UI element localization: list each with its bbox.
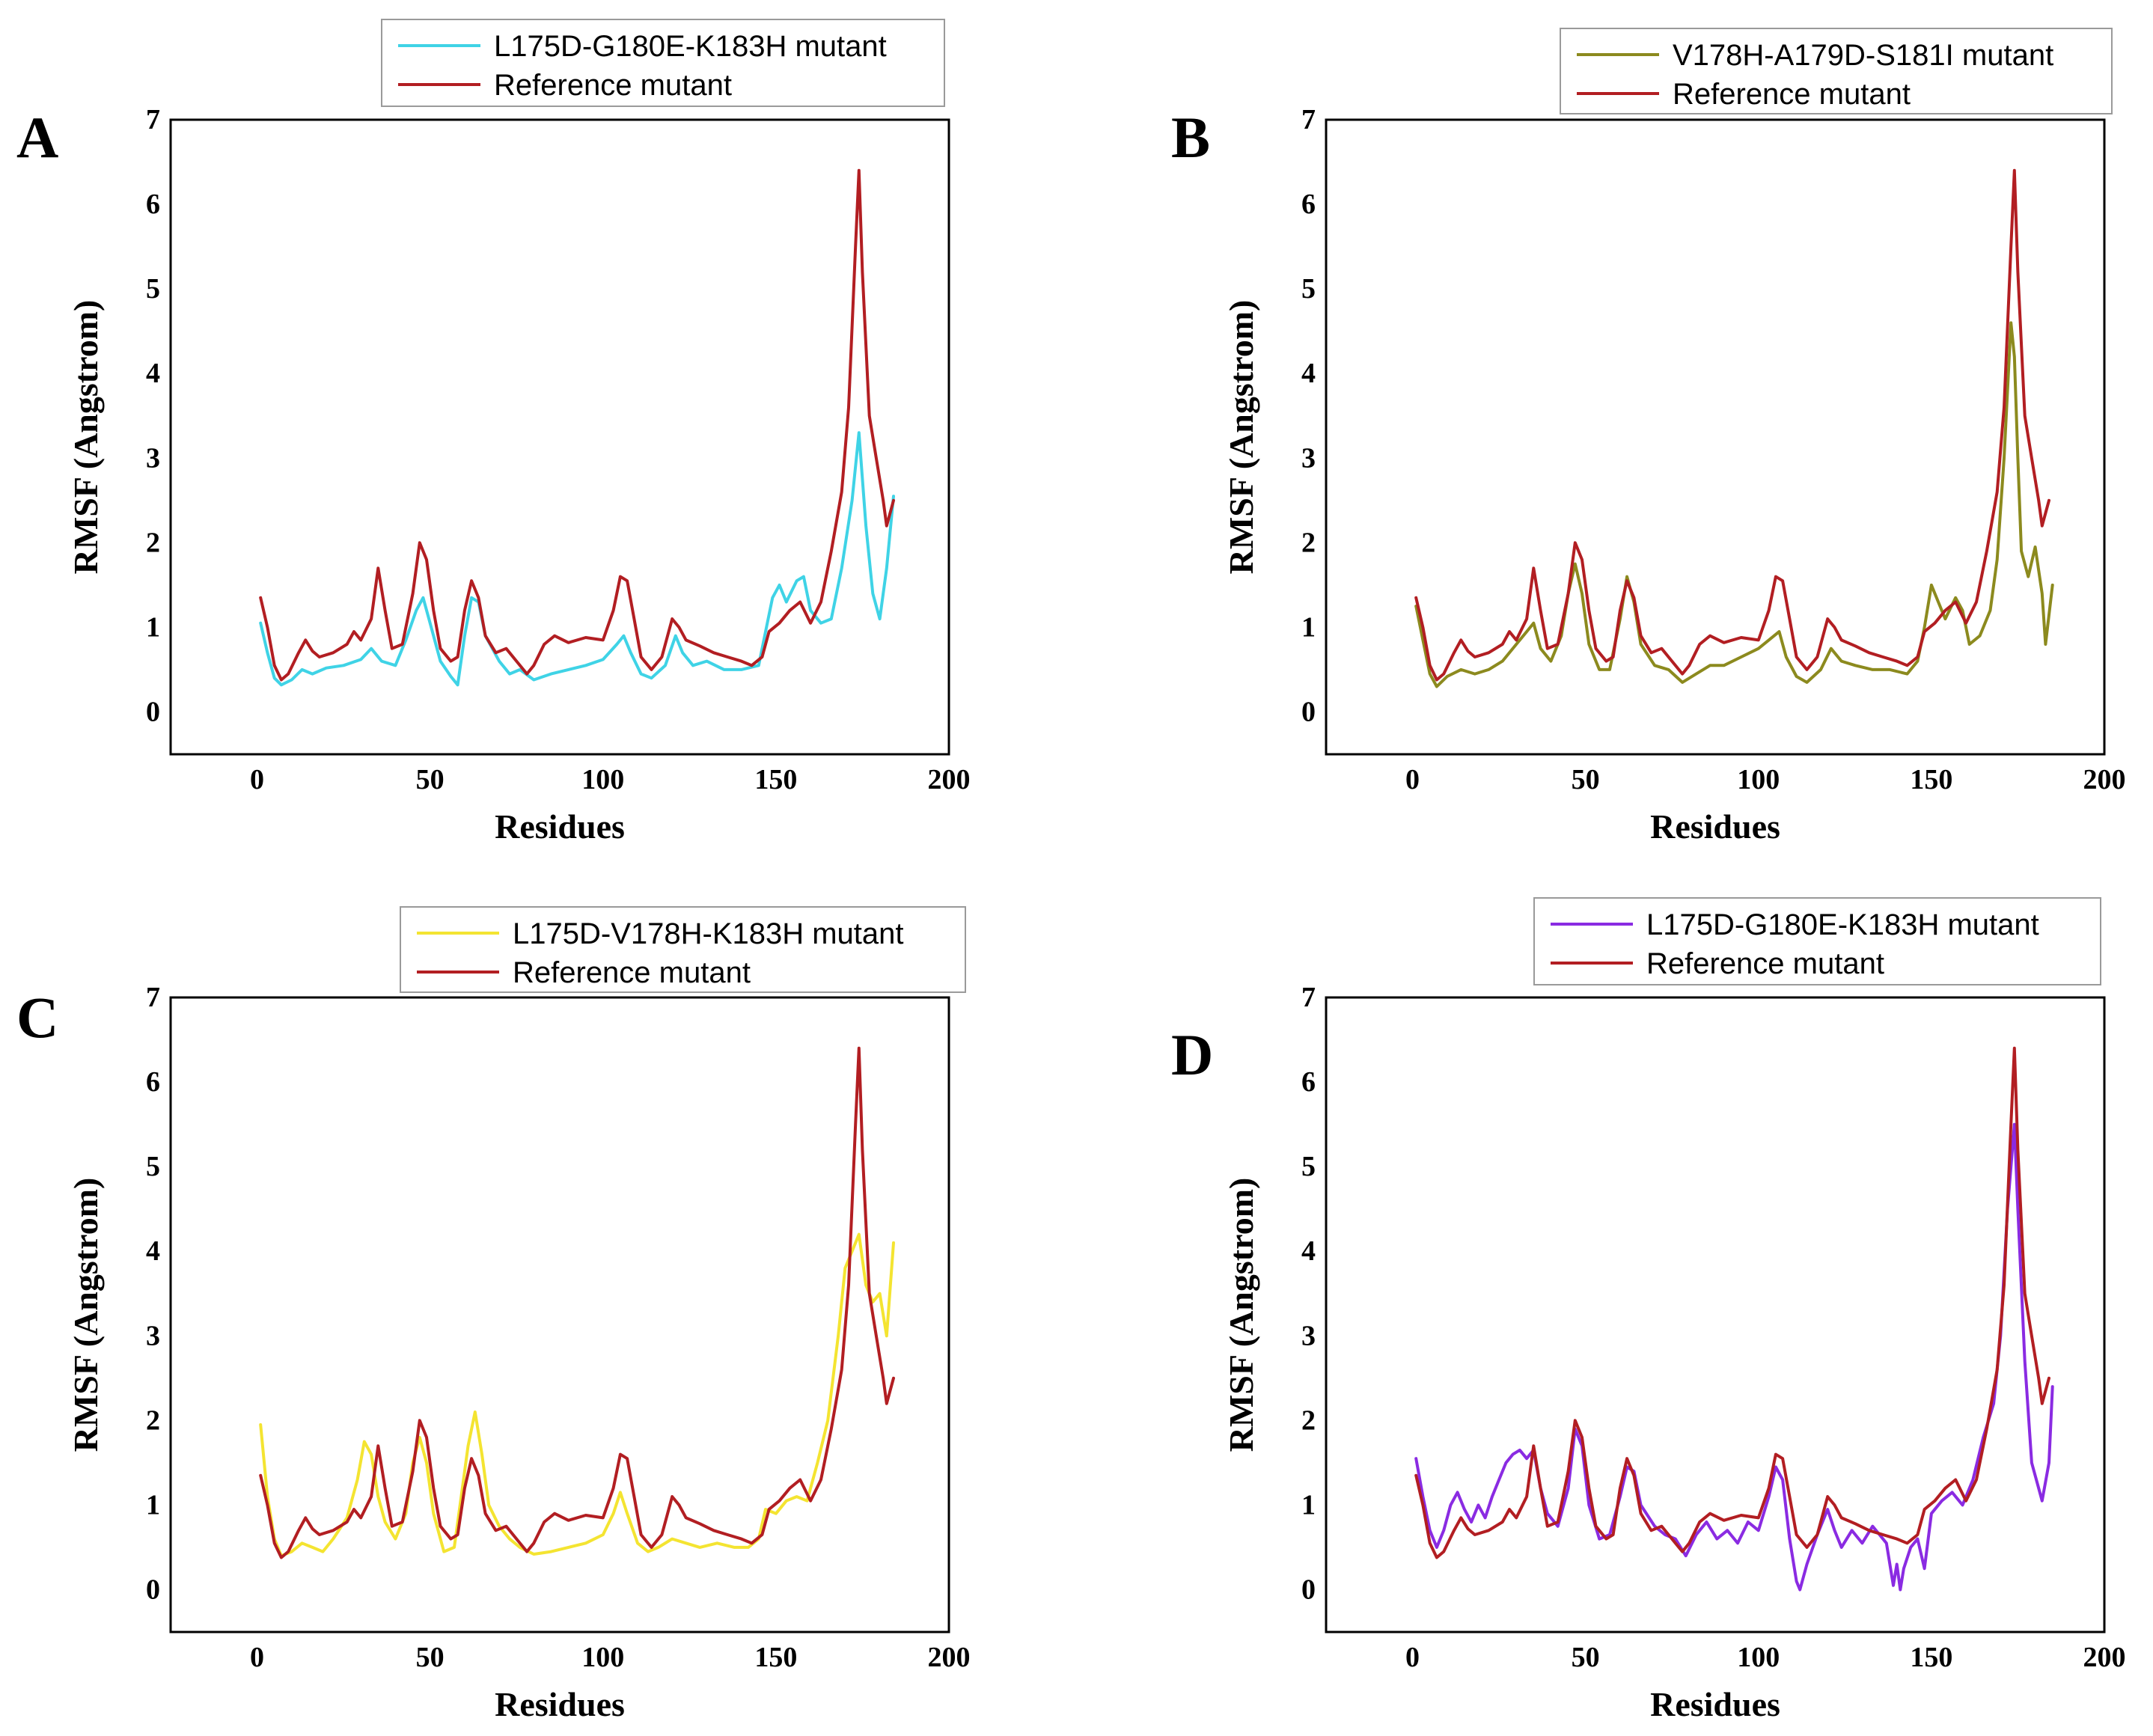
legend-label: L175D-V178H-K183H mutant <box>513 917 904 950</box>
legend-label: Reference mutant <box>494 69 732 102</box>
legend: L175D-G180E-K183H mutant Reference mutant <box>381 19 945 107</box>
x-tick-label: 200 <box>928 764 971 795</box>
plot-frame <box>169 996 950 1633</box>
chart-panel-d: D 0 1 2 3 4 5 6 7 0 50 100 150 200 Residues RMSF (Angst… <box>1171 897 2126 1723</box>
x-tick-label: 100 <box>1737 1642 1780 1673</box>
x-tick-label: 200 <box>2083 1642 2126 1673</box>
x-tick-label: 50 <box>416 764 445 795</box>
x-tick-label: 200 <box>2083 764 2126 795</box>
y-tick-label: 5 <box>1301 1151 1316 1182</box>
x-axis-label: Residues <box>1650 1685 1780 1723</box>
x-tick-label: 0 <box>250 764 264 795</box>
legend: L175D-G180E-K183H mutant Reference mutant <box>1533 897 2101 985</box>
y-tick-label: 0 <box>146 696 160 727</box>
legend-label: Reference mutant <box>1646 947 1884 980</box>
legend-label: L175D-G180E-K183H mutant <box>1646 908 2039 941</box>
x-tick-label: 200 <box>928 1642 971 1673</box>
legend-box <box>400 906 966 993</box>
y-tick-label: 6 <box>1301 1066 1316 1098</box>
y-tick-label: 6 <box>146 189 160 220</box>
series-line-mutant <box>1414 1122 2054 1592</box>
y-tick-label: 3 <box>1301 442 1316 474</box>
x-axis-label: Residues <box>495 807 625 846</box>
legend-label: L175D-G180E-K183H mutant <box>494 30 887 63</box>
x-tick-label: 150 <box>754 1642 797 1673</box>
legend: V178H-A179D-S181I mutant Reference mutant <box>1560 28 2113 114</box>
y-tick-label: 7 <box>146 104 160 135</box>
chart-panel-b: B 0 1 2 3 4 5 6 7 0 50 100 150 200 Residues RMSF (Angst… <box>1171 28 2126 846</box>
chart-panel-c: C 0 1 2 3 4 5 6 7 0 50 100 150 200 Residues RMSF (Angst… <box>16 906 971 1723</box>
plot-frame <box>169 118 950 756</box>
x-axis-label: Residues <box>1650 807 1780 846</box>
x-tick-label: 100 <box>1737 764 1780 795</box>
y-tick-label: 2 <box>146 1405 160 1436</box>
y-tick-label: 7 <box>1301 104 1316 135</box>
x-tick-label: 0 <box>1405 764 1420 795</box>
y-tick-label: 3 <box>1301 1320 1316 1351</box>
series-line-reference <box>1414 1046 2050 1559</box>
x-axis-label: Residues <box>495 1685 625 1723</box>
y-tick-label: 7 <box>1301 982 1316 1013</box>
y-tick-label: 1 <box>146 611 160 643</box>
x-tick-label: 100 <box>581 1642 624 1673</box>
y-tick-label: 3 <box>146 442 160 474</box>
x-tick-label: 150 <box>1910 764 1952 795</box>
y-tick-label: 4 <box>1301 1235 1316 1267</box>
legend-box <box>1533 897 2101 985</box>
legend-label: V178H-A179D-S181I mutant <box>1673 39 2053 72</box>
y-axis-label: RMSF (Angstrom) <box>1222 300 1260 575</box>
y-tick-label: 2 <box>1301 1405 1316 1436</box>
series-line-reference <box>1414 168 2050 682</box>
y-tick-label: 4 <box>1301 358 1316 389</box>
series-line-mutant <box>259 1232 895 1558</box>
chart-panel-a: A 0 1 2 3 4 5 6 7 0 50 100 150 200 Residues RMSF (Angst… <box>16 19 971 846</box>
series-line-reference <box>259 168 895 682</box>
y-tick-label: 2 <box>1301 527 1316 558</box>
series-line-mutant <box>1414 321 2054 688</box>
y-tick-label: 5 <box>146 273 160 305</box>
y-tick-label: 0 <box>1301 696 1316 727</box>
legend-box <box>1560 28 2113 114</box>
y-axis-label: RMSF (Angstrom) <box>67 1178 105 1452</box>
y-tick-label: 2 <box>146 527 160 558</box>
x-tick-label: 0 <box>1405 1642 1420 1673</box>
legend-label: Reference mutant <box>1673 78 1911 111</box>
y-tick-label: 0 <box>146 1574 160 1605</box>
panel-letter: C <box>16 985 58 1050</box>
y-tick-label: 1 <box>146 1489 160 1520</box>
x-tick-label: 50 <box>1572 1642 1600 1673</box>
y-tick-label: 5 <box>146 1151 160 1182</box>
x-tick-label: 100 <box>581 764 624 795</box>
y-tick-label: 1 <box>1301 1489 1316 1520</box>
y-tick-label: 0 <box>1301 1574 1316 1605</box>
y-tick-label: 5 <box>1301 273 1316 305</box>
plot-frame <box>1325 996 2106 1633</box>
panel-letter: B <box>1171 105 1210 170</box>
y-tick-label: 3 <box>146 1320 160 1351</box>
x-tick-label: 50 <box>1572 764 1600 795</box>
y-tick-label: 4 <box>146 358 160 389</box>
x-tick-label: 50 <box>416 1642 445 1673</box>
y-tick-label: 7 <box>146 982 160 1013</box>
series-line-mutant <box>259 431 895 687</box>
legend-box <box>381 19 945 107</box>
y-tick-label: 1 <box>1301 611 1316 643</box>
plot-frame <box>1325 118 2106 756</box>
legend-label: Reference mutant <box>513 956 751 989</box>
legend: L175D-V178H-K183H mutant Reference mutant <box>400 906 966 993</box>
y-tick-label: 6 <box>1301 189 1316 220</box>
y-axis-label: RMSF (Angstrom) <box>1222 1178 1260 1452</box>
y-tick-label: 6 <box>146 1066 160 1098</box>
panel-letter: A <box>16 105 58 170</box>
x-tick-label: 150 <box>1910 1642 1952 1673</box>
y-axis-label: RMSF (Angstrom) <box>67 300 105 575</box>
series-line-reference <box>259 1046 895 1559</box>
y-tick-label: 4 <box>146 1235 160 1267</box>
x-tick-label: 150 <box>754 764 797 795</box>
panel-letter: D <box>1171 1022 1213 1087</box>
x-tick-label: 0 <box>250 1642 264 1673</box>
